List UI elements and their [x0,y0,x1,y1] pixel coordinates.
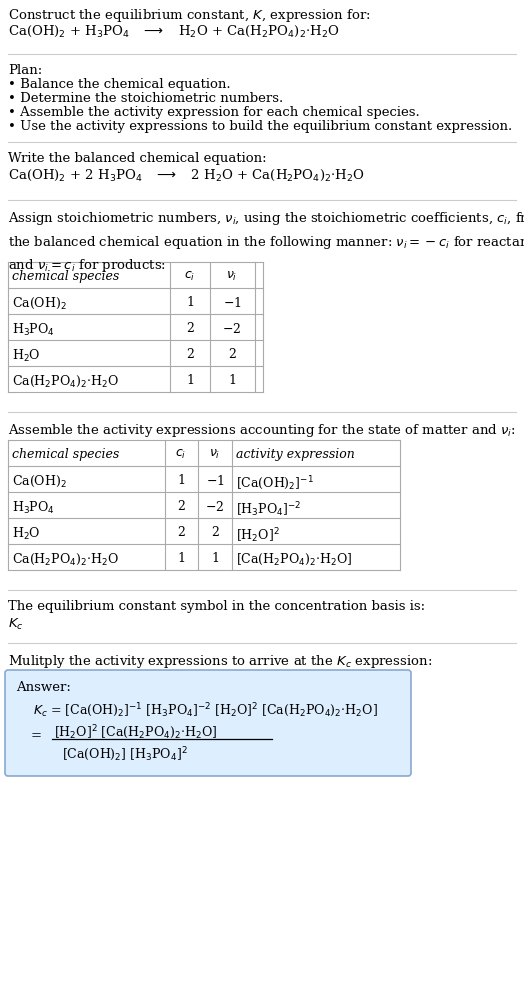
FancyBboxPatch shape [5,670,411,776]
Text: Ca(OH)$_2$ + 2 H$_3$PO$_4$   $\longrightarrow$   2 H$_2$O + Ca(H$_2$PO$_4$)$_2$$: Ca(OH)$_2$ + 2 H$_3$PO$_4$ $\longrightar… [8,168,365,183]
Text: [H$_3$PO$_4$]$^{-2}$: [H$_3$PO$_4$]$^{-2}$ [236,500,301,519]
Text: $\nu_i$: $\nu_i$ [226,270,238,284]
Text: activity expression: activity expression [236,448,355,461]
Text: $-$1: $-$1 [223,296,242,310]
Text: $-$2: $-$2 [205,500,225,514]
Text: =: = [31,730,42,743]
Text: • Determine the stoichiometric numbers.: • Determine the stoichiometric numbers. [8,92,283,105]
Text: Ca(OH)$_2$: Ca(OH)$_2$ [12,296,67,311]
Text: Write the balanced chemical equation:: Write the balanced chemical equation: [8,152,267,165]
Text: 2: 2 [211,526,219,539]
Text: [Ca(OH)$_2$] [H$_3$PO$_4$]$^2$: [Ca(OH)$_2$] [H$_3$PO$_4$]$^2$ [62,745,188,763]
Text: 1: 1 [228,374,236,387]
Text: $-$1: $-$1 [205,474,224,488]
Text: • Assemble the activity expression for each chemical species.: • Assemble the activity expression for e… [8,106,420,119]
Text: $c_i$: $c_i$ [184,270,195,284]
Text: Assemble the activity expressions accounting for the state of matter and $\nu_i$: Assemble the activity expressions accoun… [8,422,516,439]
Text: • Use the activity expressions to build the equilibrium constant expression.: • Use the activity expressions to build … [8,120,512,133]
Text: 2: 2 [177,526,185,539]
Text: Ca(H$_2$PO$_4$)$_2$$\cdot$H$_2$O: Ca(H$_2$PO$_4$)$_2$$\cdot$H$_2$O [12,552,119,567]
Text: Answer:: Answer: [16,681,71,694]
Text: Plan:: Plan: [8,64,42,77]
Text: $K_c$: $K_c$ [8,617,24,632]
Text: H$_3$PO$_4$: H$_3$PO$_4$ [12,322,54,338]
Text: $-$2: $-$2 [223,322,242,336]
Text: 1: 1 [177,552,185,565]
Text: Ca(H$_2$PO$_4$)$_2$$\cdot$H$_2$O: Ca(H$_2$PO$_4$)$_2$$\cdot$H$_2$O [12,374,119,389]
Text: The equilibrium constant symbol in the concentration basis is:: The equilibrium constant symbol in the c… [8,600,425,613]
Text: 2: 2 [186,322,194,335]
Text: Assign stoichiometric numbers, $\nu_i$, using the stoichiometric coefficients, $: Assign stoichiometric numbers, $\nu_i$, … [8,210,524,275]
Text: $K_c$ = [Ca(OH)$_2$]$^{-1}$ [H$_3$PO$_4$]$^{-2}$ [H$_2$O]$^2$ [Ca(H$_2$PO$_4$)$_: $K_c$ = [Ca(OH)$_2$]$^{-1}$ [H$_3$PO$_4$… [33,701,378,719]
Text: H$_3$PO$_4$: H$_3$PO$_4$ [12,500,54,516]
Text: H$_2$O: H$_2$O [12,526,40,542]
Text: 2: 2 [186,348,194,361]
Text: Ca(OH)$_2$: Ca(OH)$_2$ [12,474,67,490]
Text: [Ca(OH)$_2$]$^{-1}$: [Ca(OH)$_2$]$^{-1}$ [236,474,314,491]
Text: H$_2$O: H$_2$O [12,348,40,364]
Text: • Balance the chemical equation.: • Balance the chemical equation. [8,78,231,91]
Text: 1: 1 [186,296,194,309]
Text: Ca(OH)$_2$ + H$_3$PO$_4$   $\longrightarrow$   H$_2$O + Ca(H$_2$PO$_4$)$_2$$\cdo: Ca(OH)$_2$ + H$_3$PO$_4$ $\longrightarro… [8,24,340,39]
Text: $\nu_i$: $\nu_i$ [209,448,221,461]
Text: Construct the equilibrium constant, $K$, expression for:: Construct the equilibrium constant, $K$,… [8,7,370,24]
Text: Mulitply the activity expressions to arrive at the $K_c$ expression:: Mulitply the activity expressions to arr… [8,653,432,670]
Text: 2: 2 [177,500,185,513]
Text: [H$_2$O]$^2$: [H$_2$O]$^2$ [236,526,280,544]
Text: 1: 1 [211,552,219,565]
Text: $c_i$: $c_i$ [176,448,187,461]
Text: 1: 1 [177,474,185,487]
Text: chemical species: chemical species [12,270,119,283]
Text: chemical species: chemical species [12,448,119,461]
Text: 2: 2 [228,348,236,361]
Text: 1: 1 [186,374,194,387]
Text: [Ca(H$_2$PO$_4$)$_2$$\cdot$H$_2$O]: [Ca(H$_2$PO$_4$)$_2$$\cdot$H$_2$O] [236,552,352,567]
Text: [H$_2$O]$^2$ [Ca(H$_2$PO$_4$)$_2$$\cdot$H$_2$O]: [H$_2$O]$^2$ [Ca(H$_2$PO$_4$)$_2$$\cdot$… [54,723,217,741]
